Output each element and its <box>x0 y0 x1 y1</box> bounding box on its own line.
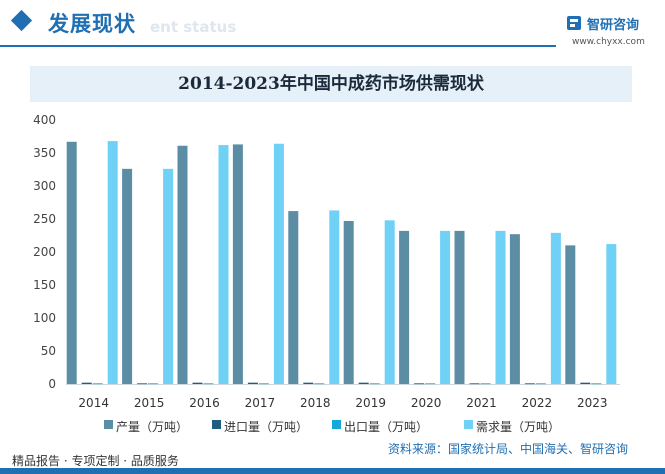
x-tick-label: 2021 <box>466 396 497 410</box>
legend-swatch-production <box>104 420 113 429</box>
bar-demand <box>384 220 395 384</box>
bar-import <box>303 382 314 384</box>
bar-export <box>480 383 491 385</box>
x-tick-label: 2016 <box>189 396 220 410</box>
legend-label-demand: 需求量（万吨） <box>476 420 561 434</box>
bar-export <box>203 383 214 385</box>
legend-swatch-export <box>332 420 341 429</box>
bar-demand <box>440 230 451 384</box>
y-tick-label: 50 <box>41 344 56 358</box>
y-tick-label: 100 <box>33 311 56 325</box>
brand-name: 智研咨询 <box>587 18 640 33</box>
chart-title: 2014-2023年中国中成药市场供需现状 <box>178 74 484 94</box>
bar-demand <box>218 145 229 384</box>
bar-import <box>358 382 369 384</box>
bar-production <box>399 230 410 384</box>
bar-production <box>177 145 188 384</box>
bar-demand <box>606 244 617 384</box>
x-tick-label: 2020 <box>411 396 442 410</box>
bar-import <box>247 382 258 384</box>
bar-export <box>314 383 325 385</box>
bar-export <box>258 383 269 385</box>
bar-export <box>369 383 380 385</box>
bar-production <box>288 211 299 384</box>
y-tick-label: 400 <box>33 113 56 127</box>
chart-title-bar: 2014-2023年中国中成药市场供需现状 <box>30 66 632 102</box>
bar-export <box>148 383 159 385</box>
section-header: 发展现状 ent status 智研咨询 www.chyxx.com <box>0 0 665 48</box>
bar-demand <box>495 230 506 384</box>
legend-label-export: 出口量（万吨） <box>344 420 429 434</box>
bar-export <box>535 383 546 385</box>
section-subtitle: ent status <box>150 18 237 36</box>
bar-production <box>454 230 465 384</box>
brand-url: www.chyxx.com <box>572 37 645 47</box>
bar-production <box>565 245 576 384</box>
bar-import <box>81 382 92 384</box>
y-tick-label: 0 <box>48 377 56 391</box>
bar-import <box>469 383 480 385</box>
bar-demand <box>329 210 340 384</box>
bar-production <box>122 168 133 384</box>
bar-export <box>425 383 436 385</box>
footer-source: 资料来源：国家统计局、中国海关、智研咨询 <box>388 442 629 456</box>
bar-import <box>137 383 148 385</box>
y-tick-label: 300 <box>33 179 56 193</box>
bar-import <box>192 382 203 384</box>
footer-bar <box>0 468 665 474</box>
bar-production <box>509 234 520 384</box>
bar-import <box>524 383 535 385</box>
y-tick-label: 250 <box>33 212 56 226</box>
y-tick-label: 350 <box>33 146 56 160</box>
x-tick-label: 2022 <box>522 396 553 410</box>
x-tick-label: 2018 <box>300 396 331 410</box>
bar-production <box>343 220 354 384</box>
section-title: 发展现状 <box>48 12 136 36</box>
x-tick-label: 2014 <box>78 396 109 410</box>
bar-demand <box>273 143 284 384</box>
x-tick-label: 2017 <box>245 396 276 410</box>
bar-demand <box>107 141 118 384</box>
bar-import <box>580 382 591 384</box>
x-tick-label: 2023 <box>577 396 608 410</box>
y-tick-label: 200 <box>33 245 56 259</box>
bar-production <box>232 144 243 384</box>
x-tick-label: 2019 <box>355 396 386 410</box>
legend-label-production: 产量（万吨） <box>116 420 189 434</box>
bar-export <box>92 383 103 385</box>
bar-export <box>591 383 602 385</box>
bar-production <box>66 141 77 384</box>
legend-swatch-import <box>212 420 221 429</box>
footer-tags: 精品报告 · 专项定制 · 品质服务 <box>12 454 179 468</box>
bar-demand <box>163 168 174 384</box>
bar-import <box>414 383 425 385</box>
y-tick-label: 150 <box>33 278 56 292</box>
header-divider <box>0 45 556 47</box>
legend-swatch-demand <box>464 420 473 429</box>
bar-demand <box>550 232 561 384</box>
legend-label-import: 进口量（万吨） <box>224 420 309 434</box>
x-tick-label: 2015 <box>134 396 165 410</box>
brand-logo-icon <box>567 16 581 30</box>
